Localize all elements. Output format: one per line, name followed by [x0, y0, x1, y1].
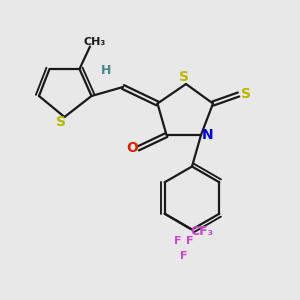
Text: O: O [126, 142, 138, 155]
Text: F: F [187, 236, 194, 246]
Text: N: N [202, 128, 213, 142]
Text: CH₃: CH₃ [83, 37, 106, 47]
Text: F: F [175, 236, 182, 246]
Text: CF₃: CF₃ [190, 225, 213, 238]
Text: S: S [56, 116, 67, 129]
Text: F: F [181, 251, 188, 261]
Text: H: H [101, 64, 112, 77]
Text: S: S [179, 70, 190, 84]
Text: S: S [241, 88, 251, 101]
